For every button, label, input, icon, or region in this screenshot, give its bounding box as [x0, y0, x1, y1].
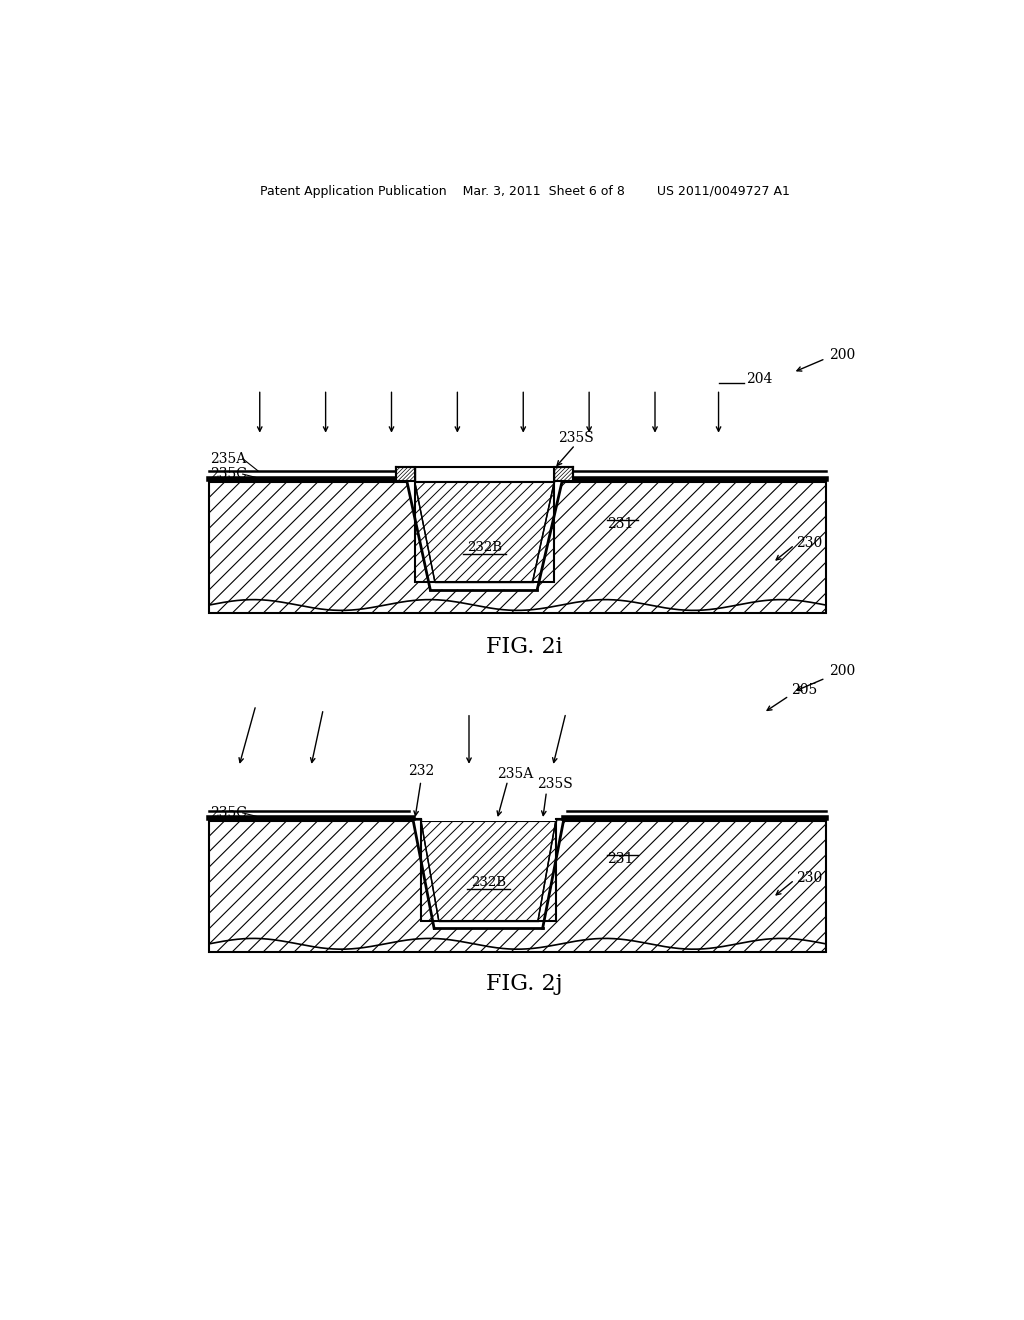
Bar: [554, 467, 572, 480]
Text: 204: 204: [746, 371, 773, 385]
Text: FIG. 2i: FIG. 2i: [486, 636, 563, 657]
Polygon shape: [421, 821, 556, 921]
Text: 232B: 232B: [467, 541, 502, 554]
Text: 235A: 235A: [497, 767, 534, 780]
Polygon shape: [396, 467, 415, 480]
Text: 231: 231: [607, 517, 633, 531]
Text: 235S: 235S: [558, 430, 594, 445]
Polygon shape: [421, 818, 556, 821]
Bar: [396, 467, 415, 480]
Polygon shape: [554, 467, 572, 480]
Text: 235C: 235C: [210, 467, 247, 480]
Text: 200: 200: [829, 664, 856, 678]
Text: FIG. 2j: FIG. 2j: [486, 973, 563, 995]
Text: 235C: 235C: [210, 807, 247, 820]
Bar: [209, 482, 825, 612]
Bar: [209, 821, 825, 952]
Text: 205: 205: [791, 684, 817, 697]
Polygon shape: [415, 482, 554, 582]
Bar: [421, 821, 556, 921]
Text: 230: 230: [796, 871, 822, 886]
Text: 232B: 232B: [471, 875, 506, 888]
Text: 235A: 235A: [210, 451, 247, 466]
Text: Patent Application Publication    Mar. 3, 2011  Sheet 6 of 8        US 2011/0049: Patent Application Publication Mar. 3, 2…: [260, 185, 790, 198]
Text: 232: 232: [409, 764, 435, 779]
Text: 235S: 235S: [538, 777, 573, 792]
Text: 200: 200: [829, 348, 856, 363]
Polygon shape: [414, 821, 563, 928]
Text: 231: 231: [607, 853, 633, 866]
Text: 230: 230: [796, 536, 822, 550]
Polygon shape: [407, 482, 562, 590]
Bar: [415, 482, 554, 582]
